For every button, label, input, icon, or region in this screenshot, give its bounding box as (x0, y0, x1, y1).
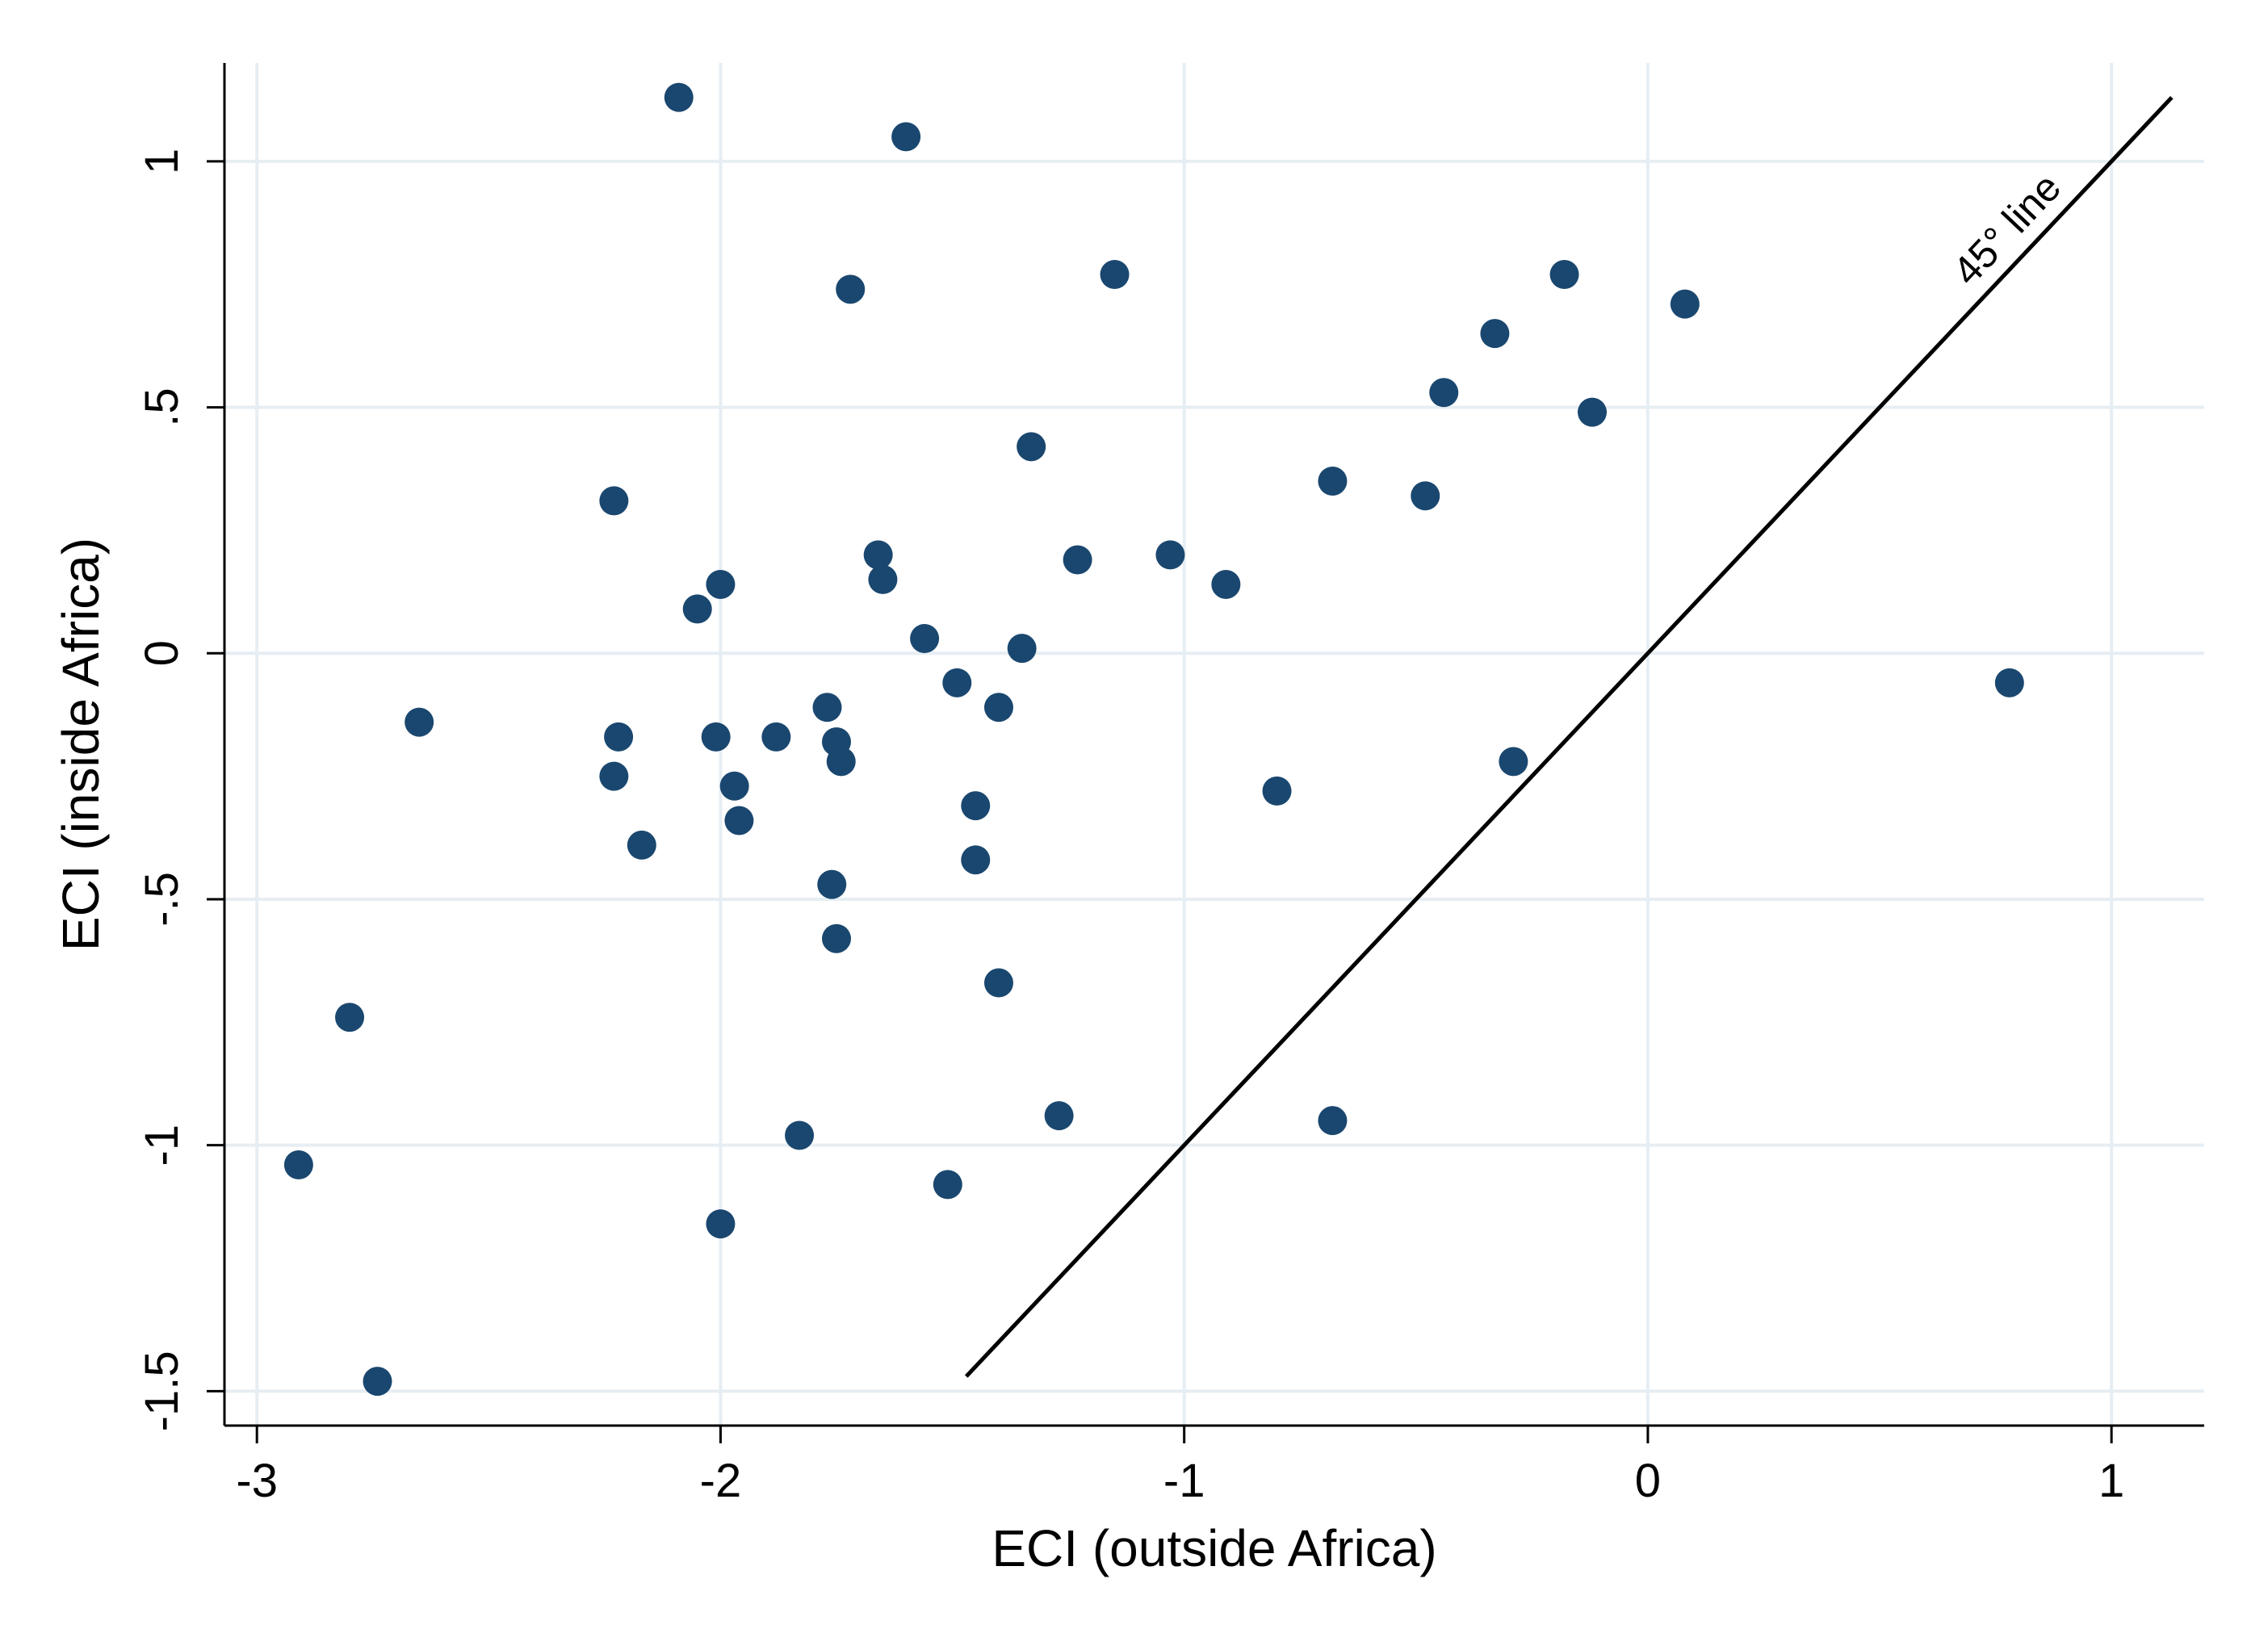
data-point (706, 569, 736, 599)
x-axis-label: ECI (outside Africa) (991, 1519, 1436, 1577)
x-tick-label: 0 (1635, 1455, 1661, 1507)
y-axis-label: ECI (inside Africa) (52, 538, 110, 951)
data-point (812, 693, 842, 722)
data-point (405, 707, 434, 737)
data-point (335, 1003, 365, 1032)
data-point (983, 693, 1013, 722)
data-point (826, 747, 856, 777)
data-point (682, 594, 712, 624)
x-tick-label: -2 (700, 1455, 742, 1507)
data-point (1670, 289, 1700, 319)
data-point (363, 1367, 392, 1397)
data-point (933, 1170, 962, 1200)
data-point (983, 968, 1013, 998)
y-tick-label: -1 (136, 1124, 188, 1166)
data-point (961, 791, 991, 821)
data-point (1549, 260, 1579, 290)
data-point (599, 486, 629, 516)
data-point (1100, 260, 1130, 290)
data-point (1578, 397, 1608, 427)
data-point (1318, 466, 1348, 496)
data-point (817, 869, 847, 899)
data-point (1499, 747, 1528, 777)
data-point (761, 722, 791, 752)
data-point (836, 274, 866, 304)
y-tick-label: -1.5 (136, 1351, 188, 1431)
data-point (1007, 634, 1037, 664)
tick-labels: -3 -2 -1 0 1 -1.5 -1 -.5 0 .5 1 (136, 149, 2124, 1507)
data-point (910, 623, 940, 653)
data-point (604, 722, 634, 752)
axes (207, 63, 2204, 1443)
data-point (1155, 540, 1185, 570)
data-point (283, 1150, 313, 1180)
data-point (785, 1120, 815, 1150)
data-point (1044, 1101, 1074, 1131)
gridlines (224, 63, 2204, 1426)
x-tick-label: 1 (2098, 1455, 2124, 1507)
y-tick-label: .5 (136, 387, 188, 426)
data-point (701, 722, 731, 752)
data-point (627, 830, 656, 860)
x-tick-label: -3 (236, 1455, 278, 1507)
data-point (891, 122, 921, 152)
x-tick-label: -1 (1163, 1455, 1205, 1507)
data-point (1480, 319, 1510, 349)
data-point (1318, 1106, 1348, 1136)
data-point (868, 564, 898, 594)
data-point (1994, 668, 2024, 697)
y-tick-label: 0 (136, 640, 188, 666)
data-point (664, 82, 694, 112)
data-point (821, 923, 851, 953)
data-point (942, 668, 972, 697)
data-point (1411, 481, 1440, 511)
data-point (1017, 432, 1046, 462)
data-point (1262, 776, 1292, 806)
data-point (1211, 569, 1241, 599)
data-point (719, 771, 749, 801)
y-tick-label: 1 (136, 149, 188, 174)
data-point (863, 540, 893, 570)
y-tick-label: -.5 (136, 872, 188, 927)
data-point (724, 806, 754, 835)
data-point (706, 1209, 736, 1239)
data-point (1429, 378, 1459, 408)
data-point (599, 761, 629, 791)
reference-line-45 (964, 95, 2174, 1378)
data-point (1063, 545, 1092, 575)
data-point (961, 845, 991, 875)
data-points (283, 82, 2024, 1397)
